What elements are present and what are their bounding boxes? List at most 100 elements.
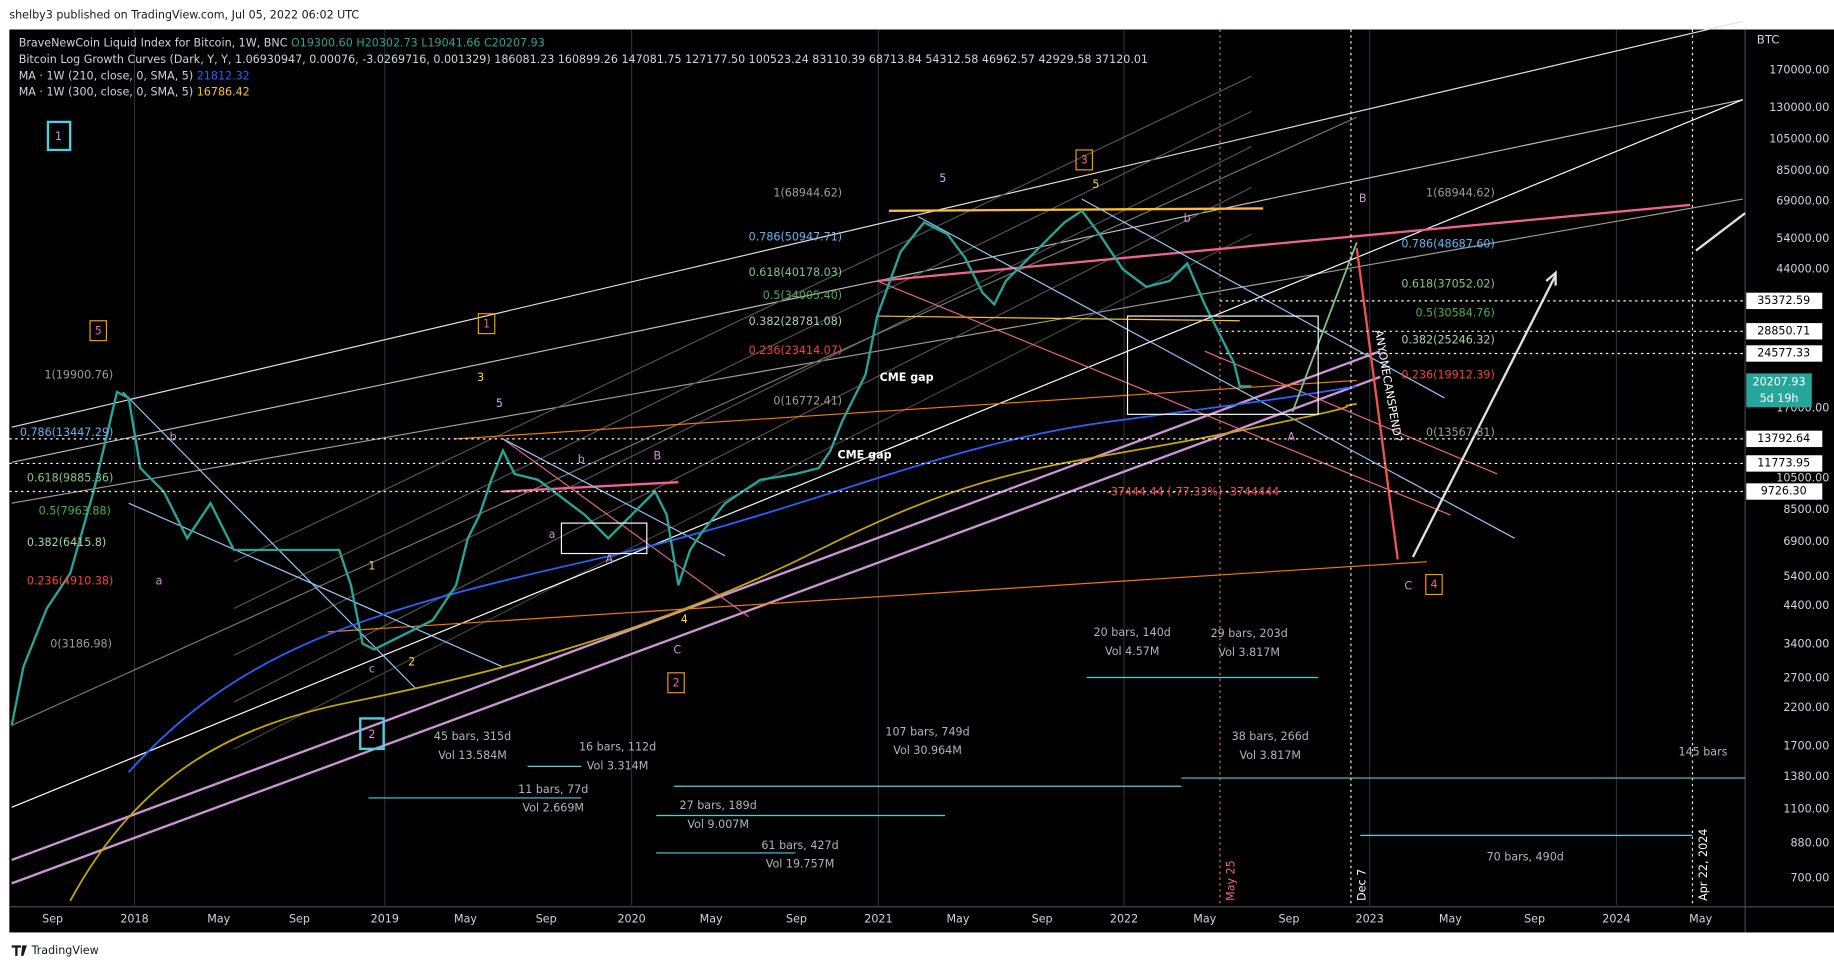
fib-label: 1(68944.62): [1426, 186, 1495, 199]
wave: 4: [681, 613, 688, 626]
price-label: 1380.00: [1783, 770, 1829, 783]
time-label: 2021: [864, 913, 892, 926]
fib-label: 0.5(7963.88): [39, 504, 111, 517]
stat: Vol 13.584M: [438, 749, 507, 762]
measure-lines: [368, 676, 1746, 854]
marker-label: Apr 22, 2024: [1697, 829, 1710, 901]
price-label: 69000.00: [1776, 194, 1829, 207]
stats: 45 bars, 315d Vol 13.584M 16 bars, 112d Vo…: [434, 626, 1728, 871]
chart-bg: [9, 29, 1834, 933]
stat: 38 bars, 266d: [1232, 730, 1309, 743]
wave: B: [654, 449, 662, 462]
countdown: 5d 19h: [1760, 392, 1799, 405]
price-label: 2700.00: [1783, 672, 1829, 685]
price-label: 8500.00: [1783, 503, 1829, 516]
price-label: 880.00: [1790, 837, 1829, 850]
time-label: Sep: [536, 913, 557, 926]
time-label: 2024: [1602, 913, 1630, 926]
wave: a: [549, 528, 556, 541]
wave: 5: [939, 172, 946, 185]
stat: Vol 2.669M: [522, 801, 584, 814]
time-label: May: [1439, 913, 1462, 926]
stat: 20 bars, 140d: [1094, 626, 1171, 639]
stat: Vol 3.817M: [1239, 749, 1301, 762]
time-label: May: [207, 913, 230, 926]
fib-label: 0.618(9885.36): [27, 472, 113, 485]
stat: 16 bars, 112d: [579, 741, 656, 754]
stat: 11 bars, 77d: [518, 783, 588, 796]
drop-label: -37444.44 (-77.33%) -3744444: [1107, 486, 1280, 499]
wave: B: [1359, 192, 1367, 205]
brand: TradingView: [31, 944, 99, 957]
trend-lines: [11, 198, 1746, 902]
cme-gap: CME gap: [880, 371, 934, 384]
fib-label: 0.382(25246.32): [1401, 334, 1494, 347]
wave: 4: [1430, 578, 1437, 591]
wave: A: [606, 552, 614, 565]
time-label: May: [946, 913, 969, 926]
fib-label: 0.618(40178.03): [749, 266, 842, 279]
price-label: 130000.00: [1769, 101, 1829, 114]
time-label: Sep: [786, 913, 807, 926]
legend-symbol: BraveNewCoin Liquid Index for Bitcoin, 1…: [19, 37, 545, 50]
wave: 2: [408, 655, 415, 668]
wave: C: [673, 644, 681, 657]
stat: Vol 3.817M: [1218, 646, 1280, 659]
time-label: 2019: [371, 913, 399, 926]
price-tag: 11773.95: [1757, 456, 1810, 469]
fib-left: 1(19900.76) 0.786(13447.29) 0.618(9885.3…: [20, 369, 113, 651]
fib-label: 0.5(30584.76): [1415, 307, 1494, 320]
fib-label: 1(19900.76): [44, 369, 113, 382]
price-label: 700.00: [1790, 872, 1829, 885]
time-label: 2018: [120, 913, 148, 926]
wave: 3: [477, 371, 484, 384]
fib-label: 0.786(48687.60): [1401, 238, 1494, 251]
price-label: 10500.00: [1776, 472, 1829, 485]
price-label: 54000.00: [1776, 232, 1829, 245]
stat: 107 bars, 749d: [885, 725, 969, 738]
price-label: 3400.00: [1783, 638, 1829, 651]
price-label: 4400.00: [1783, 599, 1829, 612]
fib-mid: 1(68944.62) 0.786(50947.71) 0.618(40178.…: [749, 186, 842, 407]
fib-label: 0(3186.98): [50, 638, 112, 651]
stat: Vol 3.314M: [587, 759, 649, 772]
wave: 1: [368, 559, 375, 572]
stat: 145 bars: [1679, 745, 1728, 758]
wave: 3: [1081, 154, 1088, 167]
fib-label: 0.236(23414.07): [749, 344, 842, 357]
time-label: 2022: [1110, 913, 1138, 926]
price-label: 1700.00: [1783, 740, 1829, 753]
footer-bg: [9, 932, 1834, 969]
time-label: Sep: [1032, 913, 1053, 926]
stat: 29 bars, 203d: [1211, 627, 1288, 640]
price-tag: 9726.30: [1761, 485, 1807, 498]
wave: c: [369, 662, 375, 675]
currency: BTC: [1757, 33, 1780, 47]
fib-label: 0.786(50947.71): [749, 231, 842, 244]
wave: b: [170, 431, 177, 444]
price-tag: 13792.64: [1757, 432, 1810, 445]
price-tag: 28850.71: [1757, 324, 1810, 337]
fib-label: 0.786(13447.29): [20, 426, 113, 439]
wave: 2: [368, 728, 375, 741]
price-labels: 170000.00 130000.00 105000.00 85000.00 6…: [1769, 63, 1829, 884]
fib-label: 0.5(34005.40): [763, 289, 842, 302]
time-label: 2023: [1356, 913, 1384, 926]
wave: C: [1404, 579, 1412, 592]
stat: 27 bars, 189d: [680, 799, 757, 812]
wave: 2: [673, 676, 680, 689]
legend-ma300: MA · 1W (300, close, 0, SMA, 5) 16786.42: [19, 86, 250, 99]
fib-label: 0.618(37052.02): [1401, 277, 1494, 290]
price-tag: 35372.59: [1757, 294, 1810, 307]
price-label: 105000.00: [1769, 132, 1829, 145]
time-label: May: [454, 913, 477, 926]
time-label: May: [1689, 913, 1712, 926]
stat: Vol 9.007M: [687, 818, 749, 831]
wave: a: [156, 575, 163, 588]
time-label: 2020: [617, 913, 645, 926]
stat: Vol 30.964M: [893, 744, 962, 757]
fib-label: 0.236(19912.39): [1401, 369, 1494, 382]
stat: Vol 19.757M: [766, 858, 835, 871]
wave: b: [578, 453, 585, 466]
stat: Vol 4.57M: [1105, 645, 1159, 658]
